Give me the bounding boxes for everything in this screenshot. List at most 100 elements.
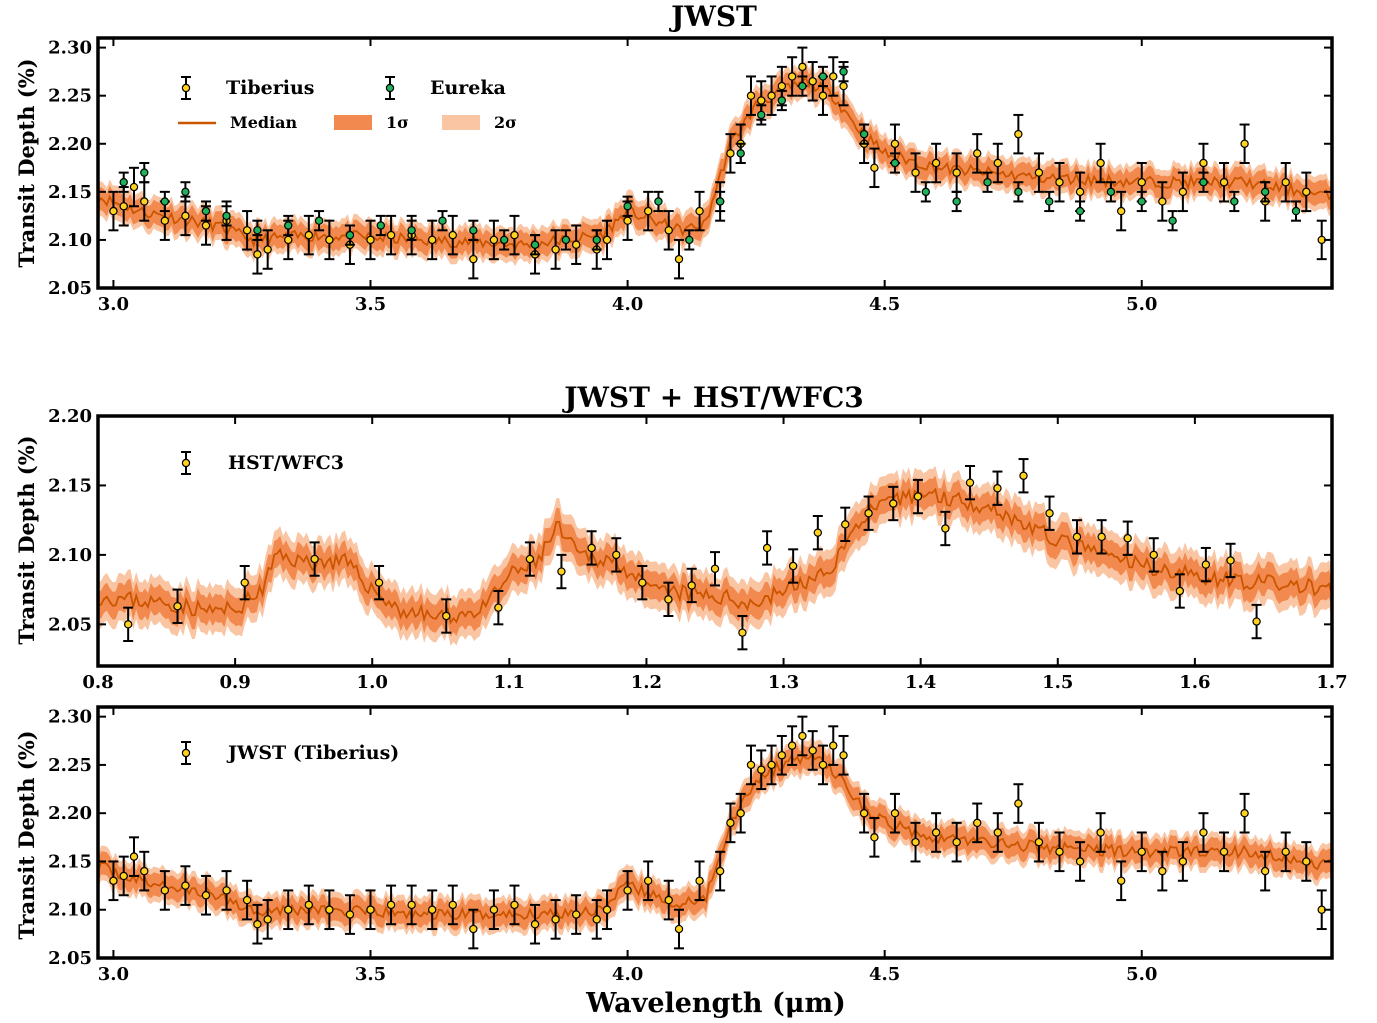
data-point — [674, 238, 685, 280]
data-point — [324, 219, 335, 261]
x-tick-label: 0.8 — [82, 672, 113, 693]
data-point — [807, 730, 818, 771]
data-point — [889, 152, 900, 174]
x-tick-label: 1.4 — [905, 672, 936, 693]
data-point — [309, 541, 320, 577]
data-point — [807, 61, 818, 102]
y-tick-label: 2.20 — [48, 406, 92, 427]
data-point — [992, 470, 1003, 506]
legend-tiberius-label: Tiberius — [226, 77, 314, 99]
panel-2-legend: HST/WFC3 — [181, 451, 344, 475]
data-point — [1033, 821, 1044, 863]
legend-marker — [181, 741, 191, 765]
y-tick-label: 2.15 — [48, 851, 92, 872]
data-point — [622, 870, 633, 911]
data-point — [1136, 831, 1147, 873]
panel-1-ylabel: Transit Depth (%) — [14, 58, 39, 267]
x-tick-label: 5.0 — [1126, 294, 1157, 315]
data-point — [1096, 519, 1107, 555]
data-point — [303, 214, 314, 256]
data-point — [1054, 831, 1065, 873]
data-point — [710, 551, 720, 587]
plot-frame — [96, 705, 1334, 960]
data-point — [1225, 542, 1236, 579]
data-point — [940, 510, 951, 547]
data-point — [838, 734, 849, 776]
data-point — [159, 190, 170, 213]
data-point — [756, 104, 767, 126]
data-point — [817, 65, 828, 88]
data-point — [745, 75, 756, 116]
data-point — [571, 894, 582, 935]
y-tick-label: 2.10 — [48, 545, 92, 566]
data-point — [1260, 850, 1271, 892]
data-point — [172, 588, 183, 624]
plot-area — [98, 715, 1332, 950]
data-point — [602, 889, 613, 931]
data-point — [910, 152, 921, 193]
data-point — [663, 210, 674, 251]
data-point — [200, 874, 211, 916]
data-point — [365, 889, 376, 931]
data-point — [375, 214, 386, 237]
data-point — [972, 802, 983, 844]
legend-1sigma-label: 1σ — [386, 113, 409, 132]
legend-eureka-marker — [385, 76, 395, 100]
model-2sigma-band — [98, 736, 1332, 937]
data-point — [1122, 520, 1133, 556]
data-point — [180, 181, 191, 203]
x-tick-label: 3.0 — [98, 294, 129, 315]
y-tick-label: 2.10 — [48, 230, 92, 251]
panel-3-plot: 3.0 3.5 4.0 4.5 5.0 2.05 2.10 2.15 2.20 2.25 2.30 — [48, 705, 1334, 985]
data-point — [239, 565, 250, 601]
data-point — [344, 894, 355, 935]
plot-frame — [96, 36, 1334, 290]
data-point — [762, 530, 773, 566]
data-point — [386, 884, 397, 926]
data-point — [1174, 573, 1185, 609]
data-point — [128, 836, 139, 877]
data-point — [1054, 162, 1065, 203]
x-tick-label: 4.5 — [869, 294, 900, 315]
data-point — [776, 734, 787, 776]
y-tick-label: 2.15 — [48, 475, 92, 496]
data-point — [108, 860, 119, 902]
data-point — [951, 190, 962, 213]
data-point — [1177, 841, 1188, 882]
data-point — [1239, 792, 1250, 834]
data-point — [694, 860, 705, 902]
x-tick-label: 3.5 — [355, 294, 386, 315]
data-point — [812, 515, 823, 551]
model-1sigma-band — [98, 475, 1332, 637]
data-point — [509, 214, 520, 256]
data-point — [468, 908, 479, 950]
y-tick-label: 2.05 — [48, 948, 92, 969]
data-point — [242, 879, 253, 921]
data-point — [468, 219, 479, 241]
data-point — [1229, 190, 1240, 213]
data-point — [912, 478, 923, 515]
data-point — [622, 195, 633, 217]
legend-tiberius-marker — [181, 76, 191, 100]
data-point — [1239, 123, 1250, 164]
legend-marker — [181, 451, 191, 475]
data-point — [586, 530, 597, 566]
data-point — [611, 537, 622, 573]
data-point — [817, 744, 828, 786]
x-tick-label: 3.5 — [355, 964, 386, 985]
x-tick-label: 3.0 — [98, 964, 129, 985]
data-point — [951, 152, 962, 193]
data-point — [1044, 190, 1055, 213]
y-tick-label: 2.30 — [48, 707, 92, 728]
data-point — [1018, 458, 1029, 494]
data-point — [735, 792, 746, 834]
data-point — [840, 506, 851, 542]
data-point — [447, 214, 458, 256]
data-point — [437, 210, 448, 232]
x-tick-label: 0.9 — [219, 672, 250, 693]
data-point — [1116, 860, 1127, 902]
x-tick-label: 1.0 — [357, 672, 388, 693]
data-point — [118, 855, 129, 897]
model-median-line — [98, 76, 1332, 251]
data-point — [571, 224, 582, 265]
